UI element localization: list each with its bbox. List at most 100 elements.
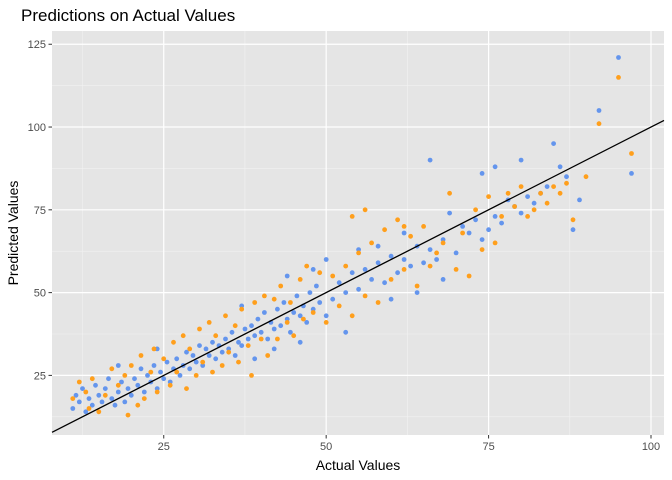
data-point — [239, 303, 245, 309]
data-point — [401, 224, 407, 229]
data-point — [245, 343, 251, 348]
data-point — [388, 277, 394, 282]
data-point — [73, 392, 79, 398]
data-point — [200, 359, 206, 365]
data-point — [525, 214, 530, 219]
data-point — [356, 247, 361, 253]
data-point — [206, 353, 212, 358]
data-point — [499, 214, 504, 219]
data-point — [525, 194, 530, 200]
data-point — [323, 313, 329, 319]
data-point — [258, 329, 264, 335]
data-point — [210, 369, 215, 375]
data-point — [473, 207, 478, 213]
data-point — [616, 55, 621, 60]
data-point — [401, 230, 407, 236]
data-point — [128, 392, 134, 398]
minor-gridlines — [52, 31, 664, 435]
axis-ticks: 25 50 75 100 25 50 75 100 125 — [28, 39, 661, 453]
data-point — [242, 326, 248, 332]
data-point — [249, 323, 254, 329]
data-point — [544, 184, 550, 190]
data-point — [265, 336, 271, 342]
data-point — [304, 263, 310, 269]
data-point — [271, 296, 277, 302]
data-point — [629, 171, 634, 176]
major-gridlines — [52, 31, 664, 435]
data-point — [158, 369, 163, 375]
data-point — [210, 339, 215, 345]
data-point — [271, 346, 277, 352]
data-point — [401, 267, 407, 272]
data-point — [473, 217, 478, 223]
identity-reference-line — [51, 119, 665, 433]
data-point — [564, 174, 569, 180]
data-point — [317, 270, 323, 276]
data-point — [184, 386, 189, 391]
data-point — [343, 329, 349, 335]
data-point — [447, 190, 452, 196]
data-point — [310, 310, 316, 315]
data-point — [284, 316, 290, 322]
data-point — [190, 353, 196, 358]
data-point — [375, 243, 381, 249]
data-point — [232, 323, 238, 329]
data-point — [128, 363, 134, 368]
data-point — [151, 346, 157, 352]
data-point — [570, 227, 576, 233]
y-axis-title: Predicted Values — [5, 181, 21, 286]
data-point — [414, 283, 420, 289]
data-point — [388, 253, 394, 259]
data-point — [414, 290, 420, 295]
data-point — [551, 141, 556, 147]
data-point — [440, 277, 446, 282]
data-point — [583, 174, 589, 180]
data-point — [297, 313, 303, 319]
data-point — [440, 237, 446, 243]
data-point — [89, 402, 95, 408]
data-point — [223, 336, 228, 342]
data-point — [115, 389, 121, 395]
data-point — [551, 184, 556, 190]
data-point — [288, 329, 293, 335]
data-point — [252, 333, 258, 339]
data-point — [271, 326, 277, 332]
data-point — [421, 224, 426, 229]
data-point — [336, 280, 342, 286]
x-tick-label: 75 — [482, 441, 494, 453]
data-point — [557, 164, 563, 170]
data-point — [119, 379, 124, 385]
data-point — [83, 409, 89, 415]
data-point — [297, 277, 303, 282]
data-point — [86, 406, 92, 411]
data-point — [132, 376, 137, 382]
data-point — [401, 257, 407, 262]
data-point — [499, 220, 504, 226]
data-point — [349, 270, 355, 276]
data-point — [538, 190, 543, 196]
y-tick-label: 25 — [34, 370, 46, 382]
data-point — [518, 184, 524, 190]
data-point — [479, 171, 485, 176]
data-point — [557, 190, 563, 196]
data-point — [197, 326, 202, 332]
data-point — [281, 300, 287, 305]
data-point — [161, 356, 167, 362]
data-point — [86, 396, 92, 401]
data-point — [96, 392, 102, 398]
data-point — [236, 359, 241, 365]
data-point — [278, 283, 284, 289]
data-point — [284, 273, 290, 279]
data-point — [96, 409, 102, 415]
data-point — [245, 336, 251, 342]
data-point — [145, 373, 150, 378]
data-point — [382, 227, 387, 233]
data-point — [408, 263, 413, 269]
data-point — [83, 389, 89, 395]
data-point — [76, 399, 82, 405]
data-point — [486, 194, 491, 200]
data-point — [99, 399, 105, 405]
data-point — [512, 204, 517, 209]
data-point — [122, 399, 128, 405]
data-point — [154, 386, 160, 391]
